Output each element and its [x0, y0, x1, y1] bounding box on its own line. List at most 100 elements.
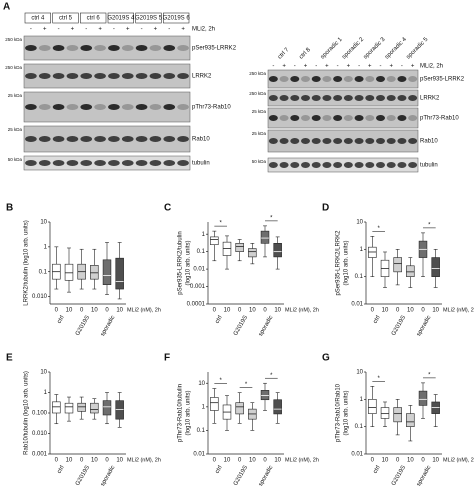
y-tick-label: 1 [202, 404, 206, 410]
treatment-sign: - [337, 64, 339, 70]
band [108, 160, 120, 166]
x-tick-label: 10 [66, 458, 73, 464]
treatment-sign: + [181, 27, 185, 33]
group-label: sporadic [258, 315, 275, 338]
x-tick-label: 0 [396, 308, 400, 314]
y-tick-label: 1 [44, 390, 48, 396]
treatment-sign: - [358, 64, 360, 70]
band [301, 95, 310, 101]
y-tick-label: 0.1 [197, 428, 206, 434]
treatment-sign: - [85, 27, 87, 33]
group-label: G2019S [391, 465, 407, 487]
box [406, 413, 415, 427]
band [80, 104, 93, 110]
treatment-sign: + [325, 64, 329, 70]
band [66, 73, 79, 79]
marker-label: 25 kDa [252, 131, 267, 136]
band [290, 162, 300, 168]
band [376, 95, 385, 101]
band [386, 76, 396, 82]
x-tick-label: 10 [407, 308, 414, 314]
treatment-sign: + [347, 64, 351, 70]
band [177, 136, 189, 142]
y-tick-label: 0.1 [355, 274, 364, 280]
box [64, 402, 74, 414]
band [52, 45, 65, 51]
y-axis-label: pThr73-Rab10/Rab10 [336, 383, 342, 442]
x-tick-label: 10 [224, 458, 231, 464]
treatment-sign: - [141, 27, 143, 33]
band [52, 160, 65, 166]
x-tick-label: 0 [263, 458, 267, 464]
x-axis-label: MLi2 (nM), 2h [127, 307, 161, 313]
x-tick-label: 10 [91, 458, 98, 464]
y-tick-label: 0.010 [32, 294, 48, 300]
group-label: ctrl [215, 315, 224, 325]
band [80, 136, 93, 142]
x-tick-label: 0 [80, 308, 84, 314]
band [354, 162, 364, 168]
box [210, 397, 219, 411]
band [94, 136, 106, 142]
treatment-sign: - [380, 64, 382, 70]
band [121, 73, 134, 79]
sample-label: ctrl 6 [87, 16, 101, 22]
band [408, 95, 418, 101]
y-tick-label: 0.1 [355, 424, 364, 430]
x-tick-label: 10 [116, 308, 123, 314]
band [25, 45, 37, 51]
band [386, 162, 396, 168]
group-label: G2019S [391, 315, 407, 337]
box [115, 257, 124, 290]
treatment-sign: + [43, 27, 47, 33]
band [121, 45, 134, 51]
band [376, 162, 385, 168]
treatment-sign: + [71, 27, 75, 33]
band [25, 160, 37, 166]
band [25, 104, 37, 110]
treatment-sign: + [411, 64, 415, 70]
sample-label: ctrl 4 [31, 16, 45, 22]
y-axis-label: LRRK2/tubulin (log10 arb. units) [24, 220, 30, 305]
marker-label: 25 kDa [8, 127, 23, 132]
band [135, 45, 148, 51]
band [163, 160, 176, 166]
band [408, 162, 418, 168]
x-tick-label: 10 [382, 458, 389, 464]
band [135, 73, 148, 79]
panel-label: C [164, 203, 171, 214]
treatment-label: MLi2, 2h [192, 27, 215, 33]
band [279, 95, 289, 101]
group-label: G2019S [75, 315, 91, 337]
band [108, 104, 120, 110]
box [380, 407, 390, 419]
protein-label: pSer935-LRRK2 [192, 46, 237, 52]
blot-strip [23, 35, 191, 61]
band [80, 160, 93, 166]
box [248, 248, 257, 258]
band [279, 138, 289, 144]
panel-label: E [6, 353, 13, 364]
band [322, 138, 332, 144]
band [38, 160, 51, 166]
band [365, 162, 375, 168]
band [301, 162, 310, 168]
box [102, 400, 112, 416]
band [177, 104, 189, 110]
marker-label: 50 kDa [8, 157, 23, 162]
band [66, 45, 79, 51]
marker-label: 25 kDa [252, 109, 267, 114]
band [279, 115, 289, 121]
band [354, 95, 364, 101]
x-tick-label: 0 [371, 458, 375, 464]
y-axis-label: (log10 arb. units) [344, 390, 350, 435]
band [343, 76, 353, 82]
significance-label: * [219, 221, 222, 227]
treatment-sign: - [30, 27, 32, 33]
band [52, 104, 65, 110]
treatment-sign: - [272, 64, 274, 70]
sample-label: ctrl 8 [298, 47, 312, 61]
band [397, 76, 407, 82]
y-tick-label: 0.01 [193, 267, 205, 273]
band [38, 136, 51, 142]
